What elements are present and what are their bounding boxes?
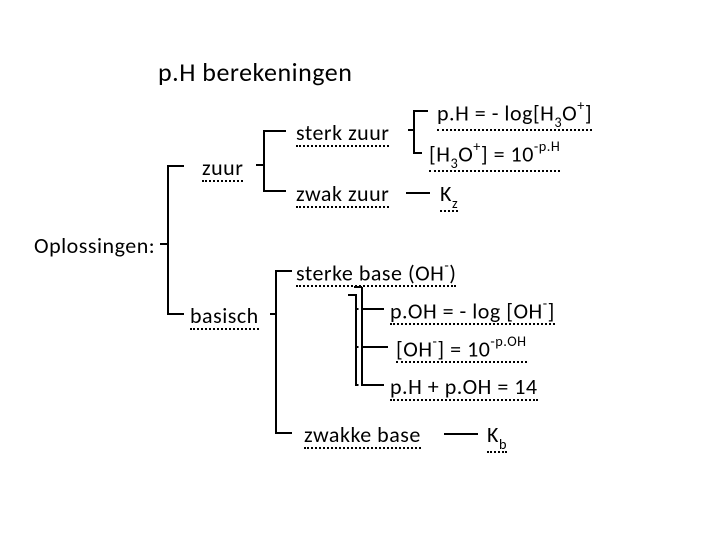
node-zuur: zuur [202, 154, 243, 182]
eq-oh: [OH-] = 10-p.OH [396, 335, 527, 363]
node-sterke-base-label: sterke base (OH-) [296, 260, 456, 287]
bracket-sterke-base-eqs-clean [348, 287, 392, 395]
kb-text: Kb [487, 424, 507, 453]
node-sterk-zuur-label: sterk zuur [296, 122, 389, 147]
eq-h3o: [H3O+] = 10-p.H [429, 140, 560, 172]
bracket-zuur [256, 123, 292, 197]
eq-sum: p.H + p.OH = 14 [390, 373, 538, 401]
node-basisch: basisch [190, 302, 259, 330]
page-title: p.H berekeningen [158, 56, 352, 88]
eq-poh-text: p.OH = - log [OH-] [390, 298, 555, 325]
connector-kz [406, 184, 436, 202]
eq-poh: p.OH = - log [OH-] [390, 297, 555, 325]
diagram-canvas: p.H berekeningen Oplossingen: zuur sterk… [0, 0, 720, 540]
kz: Kz [440, 180, 458, 212]
node-sterk-zuur: sterk zuur [296, 119, 389, 147]
node-basisch-label: basisch [190, 305, 259, 330]
eq-h3o-text: [H3O+] = 10-p.H [429, 141, 560, 172]
node-zuur-label: zuur [202, 157, 243, 182]
node-zwakke-base: zwakke base [304, 421, 421, 449]
node-zwak-zuur-label: zwak zuur [296, 183, 389, 208]
node-zwakke-base-label: zwakke base [304, 424, 421, 449]
connector-kb [444, 425, 482, 443]
eq-sum-text: p.H + p.OH = 14 [390, 376, 538, 401]
kz-text: Kz [440, 183, 458, 212]
eq-ph: p.H = - log[H3O+] [437, 99, 592, 131]
bracket-basisch [270, 263, 302, 441]
bracket-sterk-zuur-eqs [408, 103, 434, 159]
eq-ph-text: p.H = - log[H3O+] [437, 100, 592, 131]
node-sterke-base: sterke base (OH-) [296, 259, 456, 287]
eq-oh-text: [OH-] = 10-p.OH [396, 336, 527, 363]
kb: Kb [487, 421, 507, 453]
node-zwak-zuur: zwak zuur [296, 180, 389, 208]
bracket-root [160, 160, 200, 320]
root-label: Oplossingen: [34, 232, 155, 259]
